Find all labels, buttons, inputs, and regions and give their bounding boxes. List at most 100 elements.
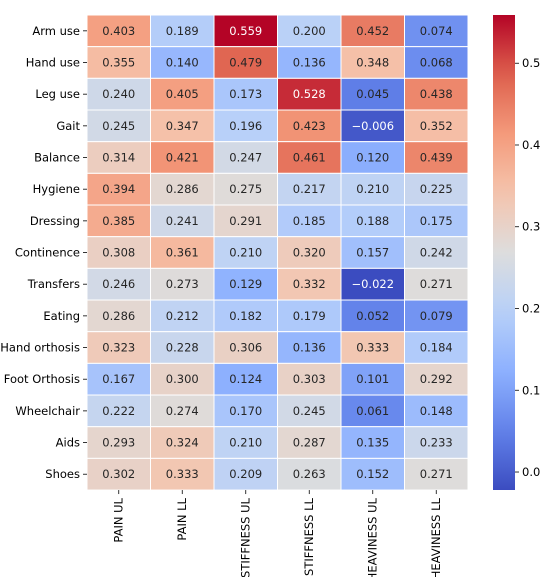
cell-foot-orthosis-pain-ll <box>150 362 215 396</box>
cell-label-shoes-heaviness-ul: 0.152 <box>356 467 389 481</box>
cell-label-transfers-pain-ll: 0.273 <box>166 277 199 291</box>
cell-label-eating-stiffness-ul: 0.182 <box>229 309 262 323</box>
cell-hand-use-pain-ll <box>150 46 215 79</box>
cell-label-balance-stiffness-ll: 0.461 <box>293 151 326 165</box>
cell-label-hand-orthosis-pain-ul: 0.323 <box>102 341 135 355</box>
cell-label-hand-orthosis-heaviness-ll: 0.184 <box>420 341 453 355</box>
colorbar-tick-label: 0.4 <box>522 138 540 152</box>
cell-shoes-pain-ul <box>86 457 151 491</box>
cell-label-wheelchair-stiffness-ul: 0.170 <box>229 404 262 418</box>
cell-transfers-pain-ul <box>86 267 151 301</box>
colorbar-tick-label: 0.5 <box>522 56 540 70</box>
cell-gait-stiffness-ll <box>277 109 342 143</box>
cell-arm-use-pain-ul <box>86 14 151 48</box>
column-label-pain-ul: PAIN UL <box>112 497 126 542</box>
cell-label-shoes-pain-ul: 0.302 <box>102 467 135 481</box>
cell-balance-heaviness-ul <box>340 141 405 174</box>
cell-label-leg-use-heaviness-ll: 0.438 <box>420 87 453 101</box>
cell-label-aids-pain-ul: 0.293 <box>102 436 135 450</box>
colorbar-gradient <box>493 15 515 490</box>
cell-label-arm-use-heaviness-ul: 0.452 <box>356 24 389 38</box>
cell-shoes-stiffness-ul <box>213 457 278 491</box>
cell-label-aids-stiffness-ul: 0.210 <box>229 436 262 450</box>
cell-label-hand-orthosis-heaviness-ul: 0.333 <box>356 341 389 355</box>
cell-label-balance-heaviness-ul: 0.120 <box>356 151 389 165</box>
cell-label-gait-stiffness-ul: 0.196 <box>229 119 262 133</box>
cell-label-aids-heaviness-ll: 0.233 <box>420 436 453 450</box>
cell-label-shoes-heaviness-ll: 0.271 <box>420 467 453 481</box>
cell-aids-stiffness-ll <box>277 426 342 459</box>
row-labels: Arm use Hand use Leg use Gait Balance Hygiene… <box>0 24 87 481</box>
cell-label-continence-stiffness-ul: 0.210 <box>229 246 262 260</box>
cell-label-foot-orthosis-heaviness-ll: 0.292 <box>420 372 453 386</box>
row-label-dressing: Dressing <box>30 214 80 228</box>
cell-aids-stiffness-ul <box>213 426 278 459</box>
cell-label-eating-pain-ul: 0.286 <box>102 309 135 323</box>
cell-label-transfers-heaviness-ll: 0.271 <box>420 277 453 291</box>
cell-label-leg-use-heaviness-ul: 0.045 <box>356 87 389 101</box>
cell-label-eating-pain-ll: 0.212 <box>166 309 199 323</box>
row-label-eating: Eating <box>43 309 80 323</box>
cell-label-dressing-heaviness-ul: 0.188 <box>356 214 389 228</box>
cell-label-wheelchair-heaviness-ul: 0.061 <box>356 404 389 418</box>
cell-label-hygiene-stiffness-ll: 0.217 <box>293 182 326 196</box>
cell-label-leg-use-pain-ll: 0.405 <box>166 87 199 101</box>
cell-foot-orthosis-pain-ul <box>86 362 151 396</box>
row-label-wheelchair: Wheelchair <box>15 404 80 418</box>
cell-label-hygiene-pain-ul: 0.394 <box>102 182 135 196</box>
row-label-foot-orthosis: Foot Orthosis <box>4 372 80 386</box>
cell-wheelchair-heaviness-ul <box>340 394 405 428</box>
cell-shoes-heaviness-ul <box>340 457 405 491</box>
cell-label-wheelchair-pain-ll: 0.274 <box>166 404 199 418</box>
cell-label-gait-stiffness-ll: 0.423 <box>293 119 326 133</box>
cell-hand-orthosis-stiffness-ll <box>277 331 342 364</box>
cell-continence-heaviness-ul <box>340 236 405 269</box>
row-label-aids: Aids <box>56 436 80 450</box>
cell-label-hand-use-stiffness-ul: 0.479 <box>229 56 262 70</box>
cell-label-foot-orthosis-pain-ll: 0.300 <box>166 372 199 386</box>
cell-wheelchair-pain-ul <box>86 394 151 428</box>
cell-label-hand-orthosis-stiffness-ll: 0.136 <box>293 341 326 355</box>
cell-label-aids-pain-ll: 0.324 <box>166 436 199 450</box>
cell-continence-heaviness-ll <box>404 236 469 269</box>
cell-hand-orthosis-pain-ul <box>86 331 151 364</box>
column-label-stiffness-ul: STIFFNESS UL <box>239 497 253 577</box>
cell-continence-stiffness-ll <box>277 236 342 269</box>
cell-wheelchair-heaviness-ll <box>404 394 469 428</box>
colorbar-tick-label: 0.2 <box>522 302 540 316</box>
cell-label-arm-use-stiffness-ul: 0.559 <box>229 24 262 38</box>
cell-gait-pain-ul <box>86 109 151 143</box>
row-label-hand-orthosis: Hand orthosis <box>0 341 80 355</box>
cell-transfers-heaviness-ul <box>340 267 405 301</box>
cell-label-arm-use-pain-ll: 0.189 <box>166 24 199 38</box>
colorbar: 0.0 0.1 0.2 0.3 0.4 0.5 <box>493 15 540 490</box>
cell-label-foot-orthosis-stiffness-ll: 0.303 <box>293 372 326 386</box>
cell-label-foot-orthosis-heaviness-ul: 0.101 <box>356 372 389 386</box>
cell-hand-orthosis-heaviness-ll <box>404 331 469 364</box>
cell-wheelchair-pain-ll <box>150 394 215 428</box>
cell-continence-pain-ul <box>86 236 151 269</box>
cell-transfers-heaviness-ll <box>404 267 469 301</box>
cell-label-transfers-stiffness-ll: 0.332 <box>293 277 326 291</box>
cell-label-shoes-stiffness-ul: 0.209 <box>229 467 262 481</box>
cell-label-dressing-pain-ul: 0.385 <box>102 214 135 228</box>
cell-gait-stiffness-ul <box>213 109 278 143</box>
cell-label-eating-heaviness-ll: 0.079 <box>420 309 453 323</box>
row-label-hand-use: Hand use <box>26 56 80 70</box>
cell-shoes-heaviness-ll <box>404 457 469 491</box>
column-labels: PAIN UL PAIN LL STIFFNESS UL STIFFNESS LL HE… <box>112 490 443 577</box>
cell-dressing-heaviness-ll <box>404 204 469 238</box>
column-label-heaviness-ll: HEAVINESS LL <box>429 497 443 577</box>
cell-label-hand-use-stiffness-ll: 0.136 <box>293 56 326 70</box>
row-label-hygiene: Hygiene <box>33 182 80 196</box>
cell-label-hand-use-pain-ll: 0.140 <box>166 56 199 70</box>
cell-label-arm-use-stiffness-ll: 0.200 <box>293 24 326 38</box>
cell-wheelchair-stiffness-ll <box>277 394 342 428</box>
cell-hand-use-stiffness-ll <box>277 46 342 79</box>
cell-label-hygiene-stiffness-ul: 0.275 <box>229 182 262 196</box>
cell-label-transfers-stiffness-ul: 0.129 <box>229 277 262 291</box>
cell-label-dressing-stiffness-ul: 0.291 <box>229 214 262 228</box>
cell-label-wheelchair-pain-ul: 0.222 <box>102 404 135 418</box>
cell-label-wheelchair-heaviness-ll: 0.148 <box>420 404 453 418</box>
cell-label-shoes-pain-ll: 0.333 <box>166 467 199 481</box>
